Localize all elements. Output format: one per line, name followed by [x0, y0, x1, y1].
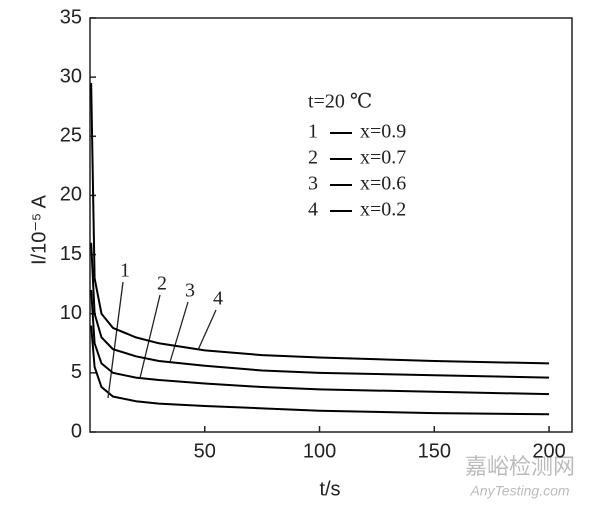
watermark: 嘉峪检测网 [465, 454, 575, 479]
y-tick-label: 0 [71, 420, 82, 442]
y-axis-label: I/10⁻⁵ A [28, 194, 50, 265]
legend-label: 4 [308, 199, 318, 221]
line [90, 242, 550, 379]
legend-name: x=0.9 [360, 121, 406, 143]
leader-line [107, 281, 124, 399]
x-tick-label: 50 [194, 440, 216, 462]
watermark: AnyTesting.com [469, 483, 569, 499]
legend-name: x=0.7 [360, 147, 406, 169]
curve-label: 1 [120, 260, 130, 282]
y-tick-label: 15 [60, 243, 82, 265]
legend-label: 1 [308, 121, 318, 143]
curve-label: 3 [185, 280, 195, 302]
leader-line [197, 309, 217, 351]
x-tick-label: 200 [532, 440, 565, 462]
line [90, 289, 550, 396]
legend-label: 3 [308, 173, 318, 195]
x-tick-label: 100 [303, 440, 336, 462]
legend-name: x=0.2 [360, 199, 406, 221]
line [90, 325, 550, 416]
plot-frame [89, 17, 573, 433]
annotation: t=20 ℃ [308, 91, 372, 113]
y-tick-label: 30 [60, 65, 82, 87]
legend-label: 2 [308, 147, 318, 169]
curve-label: 2 [157, 273, 167, 295]
y-tick-label: 10 [60, 302, 82, 324]
leader-line [139, 294, 161, 379]
curve-label: 4 [213, 288, 223, 310]
x-tick-label: 150 [418, 440, 451, 462]
y-tick-label: 25 [60, 125, 82, 147]
y-tick-label: 5 [71, 361, 82, 383]
line [90, 83, 550, 365]
legend-name: x=0.6 [360, 173, 406, 195]
leader-line [169, 301, 189, 363]
y-tick-label: 35 [60, 6, 82, 28]
y-tick-label: 20 [60, 184, 82, 206]
x-axis-label: t/s [319, 478, 340, 500]
